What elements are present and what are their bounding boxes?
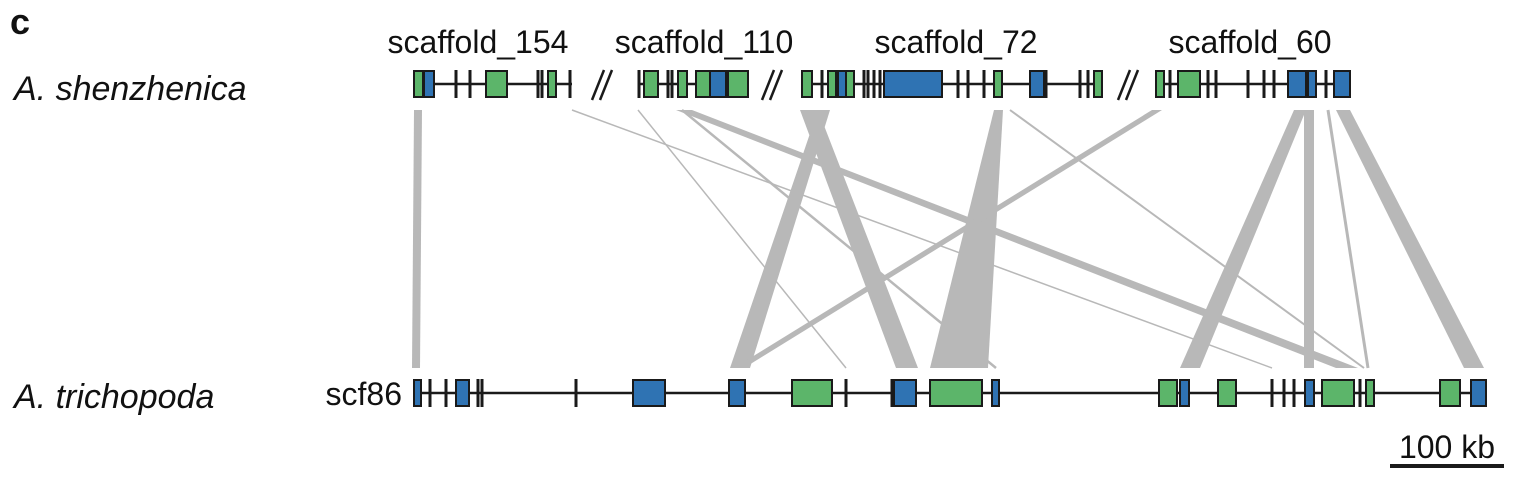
- synteny-link: [1336, 110, 1484, 368]
- gene-block-green: [801, 70, 813, 98]
- synteny-link: [1326, 109, 1370, 369]
- gene-block-green: [677, 70, 688, 98]
- synteny-link: [1009, 109, 1365, 369]
- gene-block-green: [643, 70, 659, 98]
- gene-block-blue: [709, 70, 727, 98]
- gene-block-blue: [1307, 70, 1317, 98]
- gene-block-green: [1093, 70, 1103, 98]
- species-label-top: A. shenzhenica: [12, 70, 247, 108]
- gene-block-blue: [413, 379, 422, 407]
- gene-block-blue: [893, 379, 917, 407]
- gene-block-blue: [1304, 379, 1315, 407]
- gene-block-blue: [991, 379, 1000, 407]
- bottom-track: [413, 379, 1487, 407]
- gene-block-green: [845, 70, 855, 98]
- synteny-link: [1304, 110, 1314, 368]
- gene-block-green: [1217, 379, 1237, 407]
- scaffold-label: scaffold_110: [615, 24, 794, 60]
- scaffold-label: scaffold_154: [388, 24, 569, 60]
- gene-block-green: [1158, 379, 1178, 407]
- gene-block-blue: [455, 379, 470, 407]
- species-label-bottom: A. trichopoda: [12, 378, 214, 416]
- gene-block-green: [929, 379, 983, 407]
- top-track: [413, 69, 1351, 101]
- gene-block-green: [1155, 70, 1165, 98]
- scale-bar-label: 100 kb: [1399, 429, 1495, 465]
- synteny-link: [800, 110, 918, 368]
- break-mark: [590, 69, 614, 101]
- panel-label: c: [10, 1, 30, 42]
- gene-block-green: [547, 70, 557, 98]
- gene-block-blue: [1333, 70, 1351, 98]
- scaffold-label: scaffold_60: [1168, 24, 1331, 60]
- gene-block-green: [1321, 379, 1355, 407]
- synteny-link: [681, 109, 997, 369]
- synteny-link: [930, 110, 1003, 368]
- synteny-links: [412, 109, 1484, 369]
- gene-block-blue: [1287, 70, 1307, 98]
- synteny-link: [730, 110, 830, 368]
- synteny-link: [676, 110, 1358, 368]
- break-mark: [1116, 69, 1140, 101]
- gene-block-blue: [1179, 379, 1190, 407]
- gene-block-blue: [883, 70, 943, 98]
- gene-block-blue: [1470, 379, 1487, 407]
- gene-block-green: [791, 379, 833, 407]
- gene-block-green: [1439, 379, 1461, 407]
- gene-block-green: [695, 70, 711, 98]
- scaffold-label: scaffold_72: [874, 24, 1037, 60]
- synteny-link: [571, 109, 1273, 369]
- gene-block-green: [727, 70, 749, 98]
- gene-block-blue: [837, 70, 847, 98]
- gene-block-green: [413, 70, 424, 98]
- gene-block-green: [485, 70, 508, 98]
- gene-block-green: [827, 70, 837, 98]
- synteny-link: [1180, 110, 1306, 368]
- synteny-link: [734, 110, 1162, 368]
- gene-block-blue: [632, 379, 666, 407]
- gene-block-green: [1365, 379, 1375, 407]
- gene-block-blue: [1029, 70, 1045, 98]
- gene-block-green: [993, 70, 1003, 98]
- bottom-scaffold-label: scf86: [326, 376, 402, 412]
- break-mark: [760, 69, 784, 101]
- gene-block-blue: [728, 379, 746, 407]
- synteny-link: [637, 109, 847, 369]
- gene-block-green: [1177, 70, 1201, 98]
- synteny-link: [412, 110, 422, 368]
- gene-block-blue: [423, 70, 435, 98]
